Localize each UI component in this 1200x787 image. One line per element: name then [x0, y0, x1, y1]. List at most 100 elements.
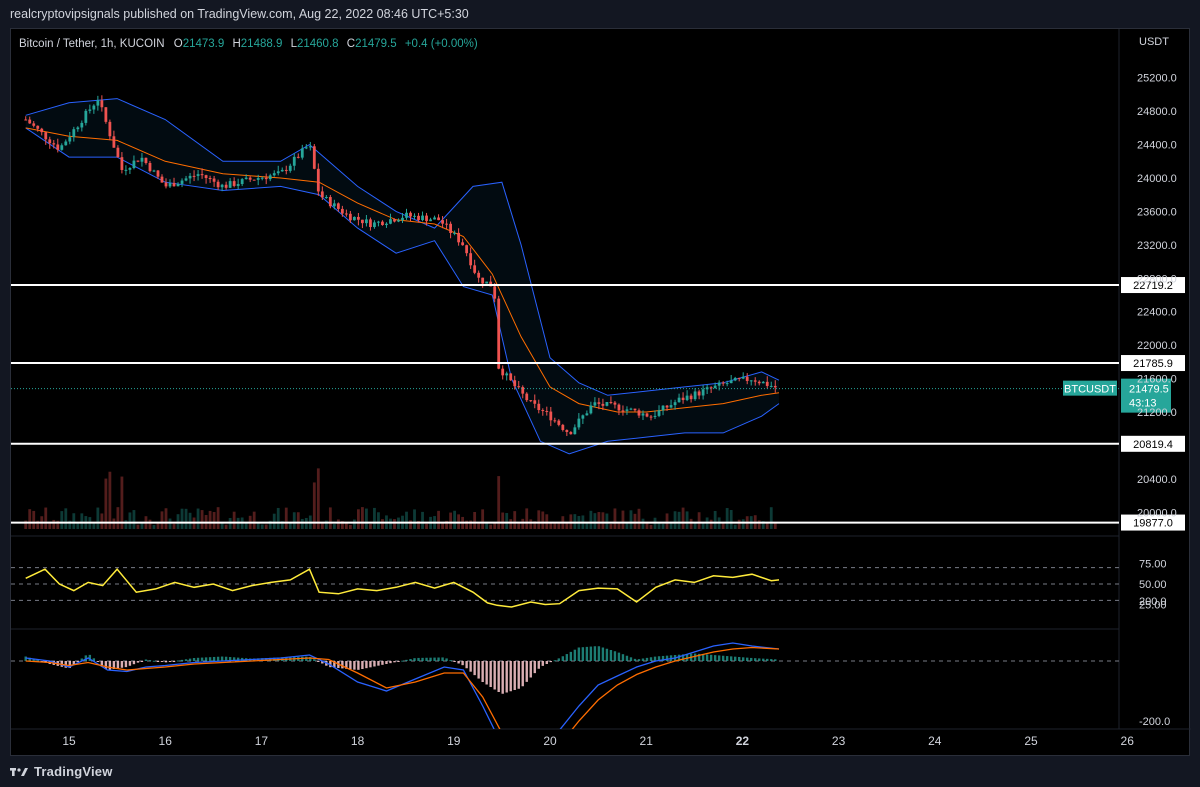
legend-open-label: O [174, 38, 183, 50]
candle-body [657, 410, 661, 416]
candle-body [348, 213, 352, 221]
candle-body [717, 382, 721, 386]
candle-body [288, 165, 292, 171]
volume-bar [128, 512, 132, 529]
macd-histogram-bar [633, 658, 637, 661]
macd-histogram-bar [345, 661, 348, 669]
candle-body [457, 232, 461, 243]
candle-body [729, 380, 733, 384]
candle-body [228, 181, 232, 188]
candle-body [120, 157, 124, 170]
macd-histogram-bar [705, 654, 709, 661]
volume-bar [332, 524, 336, 529]
price-tag-countdown: 43:13 [1129, 398, 1157, 410]
macd-histogram-bar [200, 657, 204, 661]
grid [11, 29, 1191, 730]
horizontal-levels[interactable]: 22719.2 21785.9 20819.4 19877.0 BTCUSDT 21479… [11, 277, 1185, 531]
rsi-line [25, 568, 780, 608]
tradingview-logo[interactable]: TradingView [10, 756, 113, 787]
macd-histogram-bar [641, 658, 645, 661]
candle-body [733, 377, 737, 381]
candle-body [633, 408, 637, 411]
candle-body [429, 219, 432, 222]
candle-body [525, 393, 529, 401]
volume-bar [489, 524, 493, 529]
macd-histogram-bar [317, 661, 320, 662]
candle-body [417, 215, 420, 221]
volume-bar [220, 521, 224, 529]
volume-bar [312, 482, 316, 529]
volume-bar [609, 523, 613, 529]
candle-body [549, 411, 553, 421]
macd-tick-label: -200.0 [1139, 716, 1170, 728]
macd-histogram-bar [76, 661, 80, 662]
macd-histogram-bar [140, 661, 144, 662]
volume-bar [212, 512, 216, 529]
volume-bar [557, 522, 561, 529]
macd-histogram-bar [653, 656, 657, 661]
macd-histogram-bar [172, 661, 176, 662]
axes: 25200.024800.024400.024000.023600.023200… [62, 73, 1176, 748]
candle-body [328, 197, 332, 207]
macd-histogram-bar [80, 658, 84, 661]
chart-svg[interactable]: 22719.2 21785.9 20819.4 19877.0 BTCUSDT 21479… [11, 29, 1191, 757]
macd-histogram-bar [108, 661, 112, 670]
candle-body [196, 174, 200, 176]
macd-histogram-bar [549, 661, 553, 663]
candle-body [597, 402, 601, 404]
volume-bar [348, 524, 352, 529]
macd-histogram-bar [737, 657, 741, 661]
volume-bar [48, 521, 52, 529]
candle-body [641, 413, 645, 416]
bollinger-lower-line [25, 127, 780, 455]
candle-body [509, 373, 513, 381]
candle-body [324, 197, 328, 199]
volume-bar [497, 476, 501, 529]
volume-bar [256, 523, 260, 529]
chart-frame[interactable]: 22719.2 21785.9 20819.4 19877.0 BTCUSDT 21479… [10, 28, 1191, 757]
volume-bar [316, 468, 320, 529]
volume-bar [601, 512, 605, 529]
macd-histogram-bar [365, 661, 368, 669]
candle-body [316, 168, 320, 192]
volume-bar [709, 519, 713, 529]
candle-body [312, 146, 316, 169]
candle-body [361, 219, 364, 224]
volume-bar [641, 518, 645, 529]
candle-body [537, 403, 541, 411]
currency-label: USDT [1139, 36, 1169, 48]
volume-bar [437, 510, 440, 529]
macd-histogram-bar [116, 661, 120, 669]
candle-body [344, 213, 348, 215]
volume-bar [389, 518, 392, 529]
candle-body [661, 405, 665, 411]
macd-histogram-bar [160, 661, 164, 662]
level-tag [1121, 355, 1185, 372]
macd-histogram-bar [68, 661, 72, 668]
symbol-tag-label: BTCUSDT [1064, 384, 1116, 396]
macd-histogram-bar [413, 658, 416, 661]
candle-body [76, 127, 80, 130]
volume-bar [208, 510, 212, 529]
candle-body [637, 410, 641, 416]
candle-body [713, 385, 717, 389]
volume-bar [501, 512, 505, 529]
price-tick-label: 20000.0 [1137, 507, 1177, 519]
macd-histogram-bar [613, 651, 617, 661]
candle-body [212, 178, 216, 182]
volume-bar [365, 508, 368, 529]
candle-body [553, 420, 557, 422]
volume-bar [441, 523, 444, 529]
macd-histogram-bar [349, 661, 352, 670]
macd-histogram-bar [36, 660, 39, 662]
volume-bar [725, 508, 729, 529]
volume-bar [729, 510, 733, 529]
candle-body [401, 217, 404, 221]
macd-histogram-bar [461, 661, 464, 666]
candle-body [320, 191, 324, 198]
macd-histogram-bar [485, 661, 488, 685]
candle-body [545, 411, 549, 413]
volume-bar [120, 476, 124, 529]
macd-histogram-bar [148, 660, 152, 662]
volume-bar [689, 518, 693, 529]
